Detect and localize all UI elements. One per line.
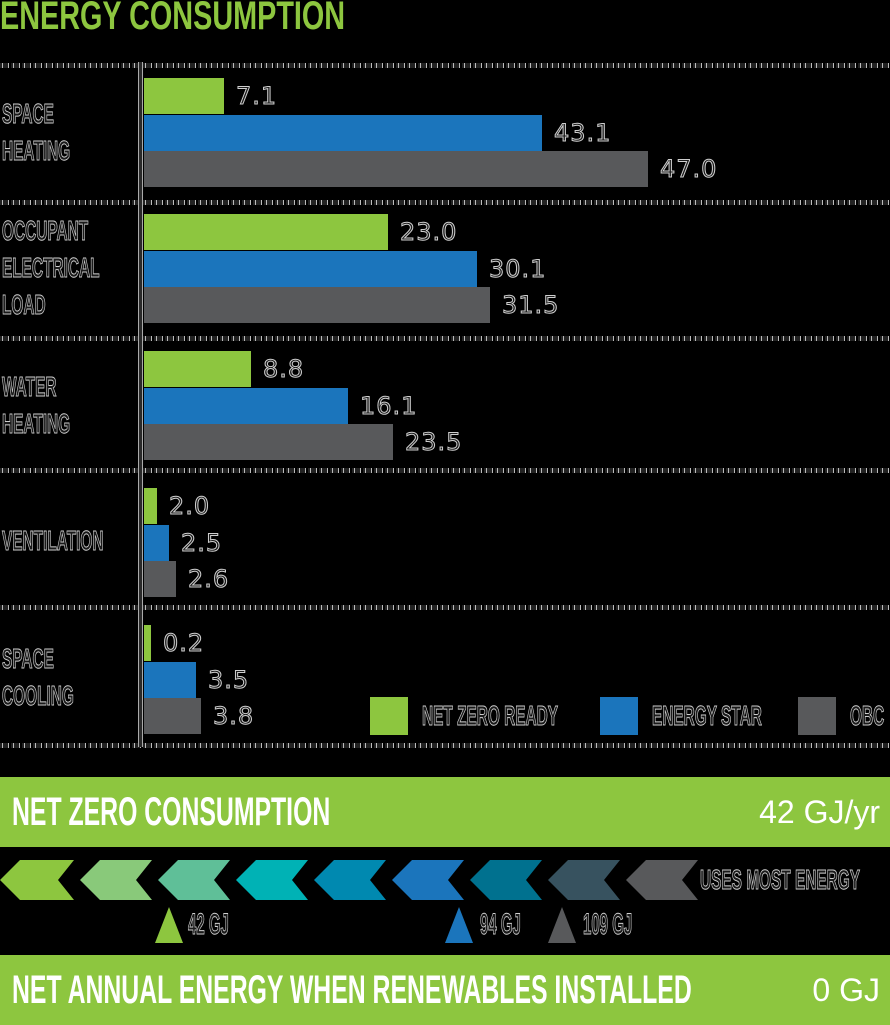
separator (0, 743, 890, 748)
bar-value-label: 23.5 (404, 428, 463, 457)
bar (144, 351, 251, 387)
net-zero-label: NET ZERO CONSUMPTION (12, 790, 331, 834)
marker-94-icon (445, 907, 473, 943)
bar (144, 151, 648, 187)
legend-swatch-net-zero-ready (370, 697, 408, 735)
bar (144, 78, 224, 114)
category-label: VENTILATION (2, 525, 104, 557)
bar (144, 561, 176, 597)
bar-value-label: 23.0 (399, 218, 458, 247)
category-label: SPACE COOLING (2, 643, 74, 712)
separator (0, 336, 890, 341)
y-axis-line (138, 62, 143, 747)
category-label: OCCUPANT ELECTRICAL LOAD (2, 215, 100, 321)
separator (0, 63, 890, 68)
net-zero-consumption-band: NET ZERO CONSUMPTION 42 GJ/yr (0, 777, 890, 847)
legend-label: ENERGY STAR (652, 700, 762, 732)
bar (144, 524, 169, 561)
bar-value-label: 7.1 (235, 82, 278, 111)
energy-scale-chevrons (0, 860, 698, 900)
net-zero-value: 42 GJ/yr (759, 794, 880, 830)
marker-label: 94 GJ (480, 908, 521, 942)
bar-value-label: 43.1 (553, 118, 612, 147)
legend-swatch-obc (798, 697, 836, 735)
net-annual-energy-band: NET ANNUAL ENERGY WHEN RENEWABLES INSTAL… (0, 955, 890, 1025)
bar (144, 387, 348, 424)
category-label: WATER HEATING (2, 371, 71, 440)
bar (144, 698, 201, 734)
net-annual-label: NET ANNUAL ENERGY WHEN RENEWABLES INSTAL… (12, 968, 692, 1012)
bar-value-label: 2.0 (168, 492, 211, 521)
bar (144, 287, 490, 323)
scale-end-label: USES MOST ENERGY (700, 864, 861, 896)
bar-value-label: 0.2 (162, 629, 205, 658)
bar-value-label: 2.5 (180, 528, 223, 557)
bar (144, 114, 542, 151)
net-annual-value: 0 GJ (812, 972, 880, 1008)
bar-value-label: 3.5 (207, 665, 250, 694)
bar-value-label: 3.8 (212, 702, 255, 731)
bar (144, 488, 157, 524)
bar-value-label: 30.1 (488, 254, 547, 283)
bar (144, 661, 196, 698)
bar (144, 250, 477, 287)
bar-value-label: 47.0 (659, 155, 718, 184)
bar-value-label: 16.1 (359, 391, 418, 420)
marker-label: 109 GJ (583, 908, 633, 942)
bar (144, 424, 393, 460)
bar-value-label: 8.8 (262, 355, 305, 384)
category-label: SPACE HEATING (2, 98, 71, 167)
chart-title: ENERGY CONSUMPTION (0, 0, 346, 38)
marker-label: 42 GJ (188, 908, 229, 942)
separator (0, 200, 890, 205)
separator (0, 605, 890, 610)
marker-42-icon (155, 907, 183, 943)
bar-value-label: 2.6 (187, 565, 230, 594)
separator (0, 468, 890, 473)
bar-value-label: 31.5 (501, 291, 560, 320)
bar (144, 625, 151, 661)
legend-swatch-energy-star (600, 697, 638, 735)
legend-label: NET ZERO READY (422, 700, 559, 732)
legend-label: OBC (850, 700, 885, 732)
marker-109-icon (548, 907, 576, 943)
bar (144, 214, 388, 250)
